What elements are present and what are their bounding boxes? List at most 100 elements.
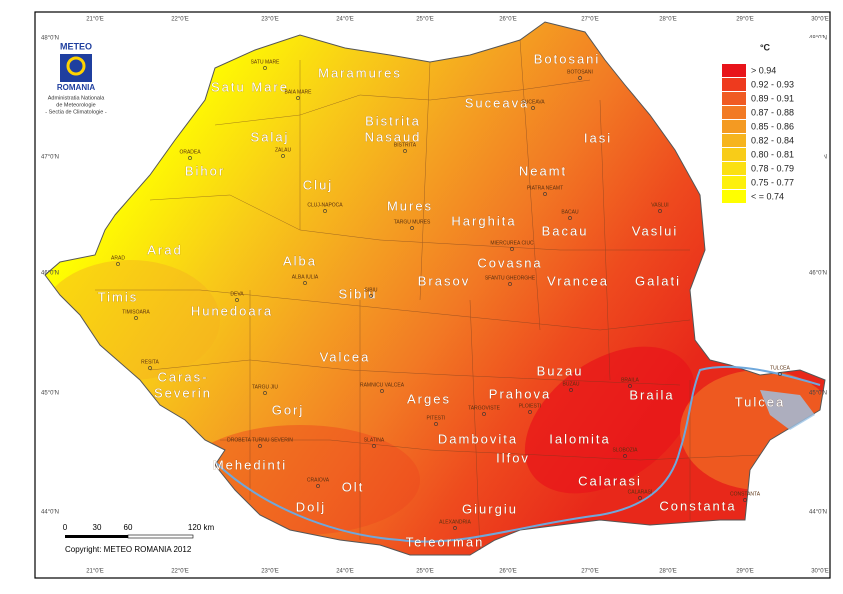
region-label: Bistrita	[365, 113, 421, 128]
region-label: Dambovita	[438, 431, 518, 446]
legend-label: 0.89 - 0.91	[751, 93, 794, 103]
longitude-label: 27°0'E	[581, 569, 599, 575]
scale-bar	[65, 535, 128, 538]
latitude-label: 44°0'N	[41, 510, 59, 516]
legend-label: > 0.94	[751, 65, 776, 75]
latitude-label: 47°0'N	[41, 155, 59, 161]
region-label: Alba	[283, 253, 317, 268]
legend-label: 0.80 - 0.81	[751, 149, 794, 159]
agency-text: de Meteorologie	[56, 102, 95, 108]
longitude-label: 28°0'E	[659, 17, 677, 23]
region-label: Caras-	[157, 369, 208, 384]
city-label: ZALAU	[275, 147, 292, 153]
region-label: Maramures	[318, 65, 402, 80]
longitude-label: 23°0'E	[261, 569, 279, 575]
city-label: PITESTI	[427, 415, 446, 421]
legend-swatch	[722, 92, 746, 105]
region-label: Galati	[635, 273, 681, 288]
region-label: Brasov	[418, 273, 470, 288]
city-label: BOTOSANI	[567, 69, 593, 75]
region-label: Botosani	[534, 51, 601, 66]
city-label: RESITA	[141, 359, 159, 365]
city-marker	[569, 388, 573, 392]
city-marker	[148, 366, 152, 370]
longitude-label: 30°0'E	[811, 17, 829, 23]
region-label: Mehedinti	[213, 457, 287, 472]
scale-bar	[127, 534, 194, 539]
region-label: Valcea	[320, 349, 371, 364]
longitude-label: 27°0'E	[581, 17, 599, 23]
longitude-label: 23°0'E	[261, 17, 279, 23]
logo-subtitle: ROMANIA	[57, 83, 95, 92]
legend-label: 0.75 - 0.77	[751, 177, 794, 187]
region-label: Harghita	[451, 213, 516, 228]
latitude-label: 45°0'N	[41, 391, 59, 397]
longitude-label: 22°0'E	[171, 569, 189, 575]
city-label: TIMISOARA	[122, 309, 150, 315]
agency-text: - Sectia de Climatologie -	[45, 109, 107, 115]
city-marker	[434, 422, 438, 426]
city-marker	[623, 454, 627, 458]
longitude-label: 25°0'E	[416, 17, 434, 23]
city-label: CALARASI	[628, 489, 653, 495]
city-label: RAMNICU VALCEA	[360, 382, 405, 388]
city-marker	[568, 216, 572, 220]
city-marker	[303, 281, 307, 285]
city-label: SATU MARE	[251, 59, 280, 65]
danube-delta	[760, 390, 815, 430]
longitude-label: 26°0'E	[499, 17, 517, 23]
city-marker	[482, 412, 486, 416]
city-marker	[658, 209, 662, 213]
city-marker	[403, 149, 407, 153]
legend-swatch	[722, 176, 746, 189]
city-label: BAIA MARE	[285, 89, 313, 95]
region-label: Ialomita	[549, 431, 611, 446]
city-marker	[323, 209, 327, 213]
legend-swatch	[722, 162, 746, 175]
region-label: Calarasi	[578, 473, 642, 488]
region-label: Bacau	[542, 223, 589, 238]
city-label: BACAU	[561, 209, 579, 215]
longitude-label: 21°0'E	[86, 569, 104, 575]
region-label: Severin	[154, 385, 212, 400]
longitude-label: 22°0'E	[171, 17, 189, 23]
city-label: SUCEAVA	[521, 99, 545, 105]
scale-label: 60	[124, 523, 133, 532]
city-marker	[453, 526, 457, 530]
city-label: PIATRA NEAMT	[527, 185, 563, 191]
legend-swatch	[722, 148, 746, 161]
region-label: Arad	[147, 242, 182, 257]
city-marker	[116, 262, 120, 266]
copyright: Copyright: METEO ROMANIA 2012	[65, 545, 192, 554]
legend-label: 0.87 - 0.88	[751, 107, 794, 117]
region-label: Arges	[407, 391, 451, 406]
city-marker	[316, 484, 320, 488]
city-marker	[263, 66, 267, 70]
legend-label: 0.82 - 0.84	[751, 135, 794, 145]
city-label: BRAILA	[621, 377, 639, 383]
city-label: CRAIOVA	[307, 477, 330, 483]
city-label: SLATINA	[364, 437, 385, 443]
city-label: DEVA	[230, 291, 244, 297]
city-marker	[369, 294, 373, 298]
latitude-label: 46°0'N	[809, 271, 827, 277]
longitude-label: 25°0'E	[416, 569, 434, 575]
city-label: ORADEA	[179, 149, 201, 155]
region-label: Sibiu	[339, 286, 378, 301]
city-marker	[134, 316, 138, 320]
region-label: Covasna	[477, 255, 542, 270]
legend-unit: °C	[760, 42, 771, 52]
legend-swatch	[722, 190, 746, 203]
region-label: Olt	[342, 479, 365, 494]
region-label: Mures	[387, 198, 433, 213]
labels: Satu Mare Maramures Botosani Suceava Salaj Bi…	[41, 17, 829, 575]
city-label: ALEXANDRIA	[439, 519, 471, 525]
city-label: SIBIU	[364, 287, 377, 293]
longitude-label: 24°0'E	[336, 569, 354, 575]
latitude-label: 46°0'N	[41, 271, 59, 277]
region-label: Bihor	[185, 163, 225, 178]
longitude-label: 29°0'E	[736, 17, 754, 23]
city-marker	[188, 156, 192, 160]
region-label: Hunedoara	[191, 303, 273, 318]
region-label: Suceava	[465, 95, 530, 110]
